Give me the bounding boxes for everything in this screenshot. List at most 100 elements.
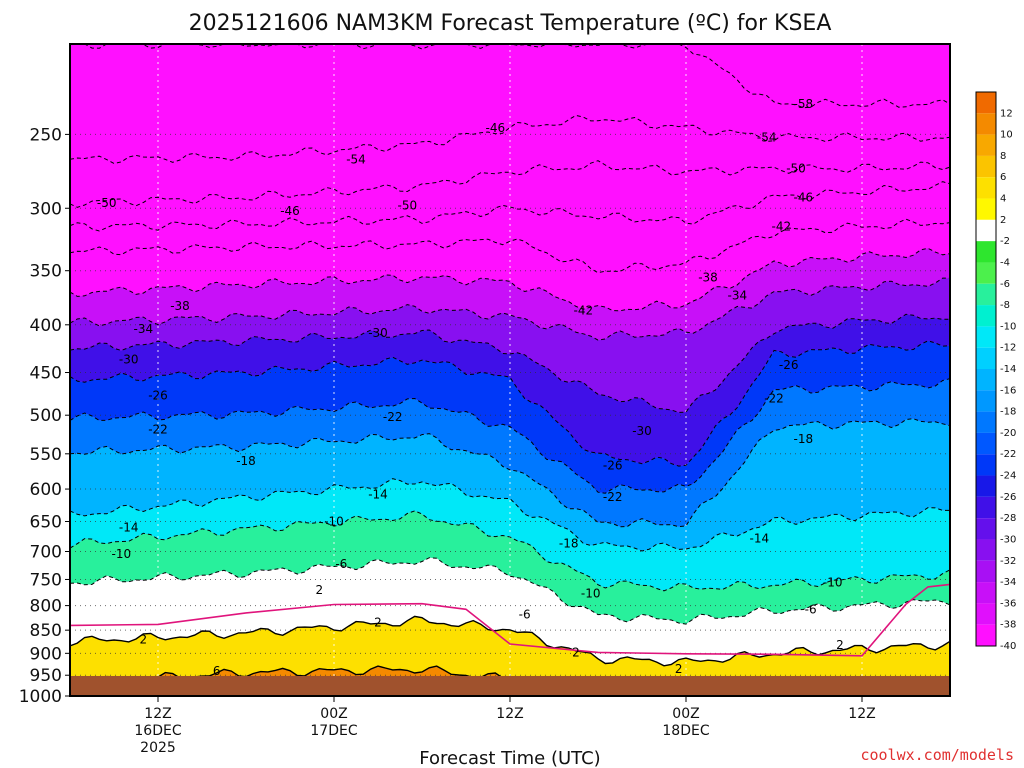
colorbar-swatch (976, 390, 996, 412)
y-tick-label: 700 (30, 543, 62, 563)
colorbar-frame (975, 91, 997, 647)
contour-label: -30 (632, 424, 652, 438)
contour-label: -18 (794, 432, 814, 446)
y-tick-label: 350 (30, 262, 62, 282)
colorbar-swatch (976, 624, 996, 646)
x-tick-label: 12Z (144, 706, 171, 722)
ground (70, 676, 950, 696)
x-tick-label: 12Z (496, 706, 523, 722)
contour-label: 6 (213, 664, 221, 678)
colorbar-swatch (976, 582, 996, 604)
band--14-to--10 (70, 478, 950, 591)
colorbar-label: -36 (1000, 598, 1016, 609)
contour-label: -30 (368, 326, 388, 340)
isotherm--42 (70, 218, 950, 274)
contour-label: -42 (772, 220, 792, 234)
credit-link[interactable]: coolwx.com/models (860, 746, 1014, 764)
colorbar-label: -4 (1000, 257, 1010, 268)
colorbar-label: -22 (1000, 449, 1016, 460)
y-tick-label: 800 (30, 597, 62, 617)
band--38-to--34 (70, 248, 950, 341)
x-tick-label: 12Z (848, 706, 875, 722)
contour-label: -6 (519, 608, 531, 622)
colorbar-label: -6 (1000, 279, 1010, 290)
contour-label: -58 (794, 97, 814, 111)
band--6-to-2 (70, 557, 950, 666)
contour-label: -14 (750, 532, 770, 546)
contour-label: -10 (823, 576, 843, 590)
colorbar-label: 8 (1000, 151, 1006, 162)
colorbar-swatch (976, 134, 996, 156)
colorbar-swatch (976, 241, 996, 263)
colorbar-swatch (976, 496, 996, 519)
isotherm--26 (70, 340, 950, 467)
y-tick-label: 250 (30, 125, 62, 145)
isotherm--34 (70, 277, 950, 341)
y-tick-label: 750 (30, 570, 62, 590)
colorbar-label: -26 (1000, 492, 1016, 503)
colorbar-label: -18 (1000, 407, 1016, 418)
colorbar-swatch (976, 539, 996, 561)
contour-label: -26 (148, 388, 168, 402)
colorbar-label: 2 (1000, 215, 1006, 226)
y-tick-label: 900 (30, 644, 62, 664)
colorbar-swatch (976, 518, 996, 540)
colorbar-swatch (976, 347, 996, 369)
contour-label: -10 (324, 514, 344, 528)
contour-label: -46 (794, 190, 814, 204)
x-axis-label: Forecast Time (UTC) (419, 748, 600, 768)
y-tick-label: 850 (30, 621, 62, 641)
x-tick-label: 00Z (672, 706, 699, 722)
contour-label: -46 (486, 121, 506, 135)
y-tick-label: 500 (30, 406, 62, 426)
colorbar-label: -2 (1000, 236, 1010, 247)
colorbar-label: 6 (1000, 172, 1006, 183)
colorbar-swatch (976, 283, 996, 306)
contour-label: -22 (764, 392, 784, 406)
y-tick-label: 400 (30, 316, 62, 336)
colorbar-label: -28 (1000, 513, 1016, 524)
contour-label: 2 (675, 662, 683, 676)
contour-label: -30 (119, 353, 139, 367)
isotherm-contours: -58-54-54-50-50 -50-46-46-46-42-42-38-38-… (70, 44, 950, 696)
contour-label: 2 (572, 645, 580, 659)
colorbar-swatch (976, 411, 996, 433)
contour-label: -26 (603, 458, 623, 472)
colorbar-swatch (976, 454, 996, 476)
y-tick-label: 1000 (19, 687, 62, 707)
colorbar-label: -12 (1000, 343, 1016, 354)
contour-label: -50 (786, 162, 806, 176)
contour-label: -54 (757, 131, 777, 145)
colorbar-swatch (976, 155, 996, 178)
isotherm--6 (70, 557, 950, 625)
colorbar-swatch (976, 560, 996, 583)
contour-label: 2 (836, 638, 844, 652)
contour-label: -22 (148, 423, 168, 437)
y-tick-label: 600 (30, 480, 62, 500)
contour-label: -54 (346, 153, 366, 167)
y-tick-label: 300 (30, 199, 62, 219)
contour-label: -22 (383, 410, 403, 424)
contour-label: -10 (581, 586, 601, 600)
contour-label: 2 (140, 633, 148, 647)
isotherm--46 (70, 181, 950, 232)
contour-label: -50 (398, 199, 418, 213)
ground-surface (70, 676, 950, 696)
isotherm--18 (70, 418, 950, 528)
colorbar-swatch (976, 113, 996, 135)
colorbar-swatch (976, 177, 996, 199)
contour-label: -14 (119, 521, 139, 535)
contour-label: 2 (374, 615, 382, 629)
colorbar-swatch (976, 262, 996, 284)
colorbar: 12 10 8 6 4 2 -2 -4 -6 -8 -10 -12 -14 -16 -18 -20 -22 -24… (975, 91, 1016, 652)
isotherm-2 (70, 615, 950, 667)
colorbar-label: -10 (1000, 321, 1016, 332)
band--42-to--38 (70, 219, 950, 311)
x-tick-label: 2025 (140, 740, 176, 756)
colorbar-label: -14 (1000, 364, 1016, 375)
colorbar-label: -20 (1000, 428, 1016, 439)
isotherm-0-highlight (70, 583, 950, 657)
colorbar-swatch (976, 475, 996, 497)
colorbar-label: -16 (1000, 385, 1016, 396)
